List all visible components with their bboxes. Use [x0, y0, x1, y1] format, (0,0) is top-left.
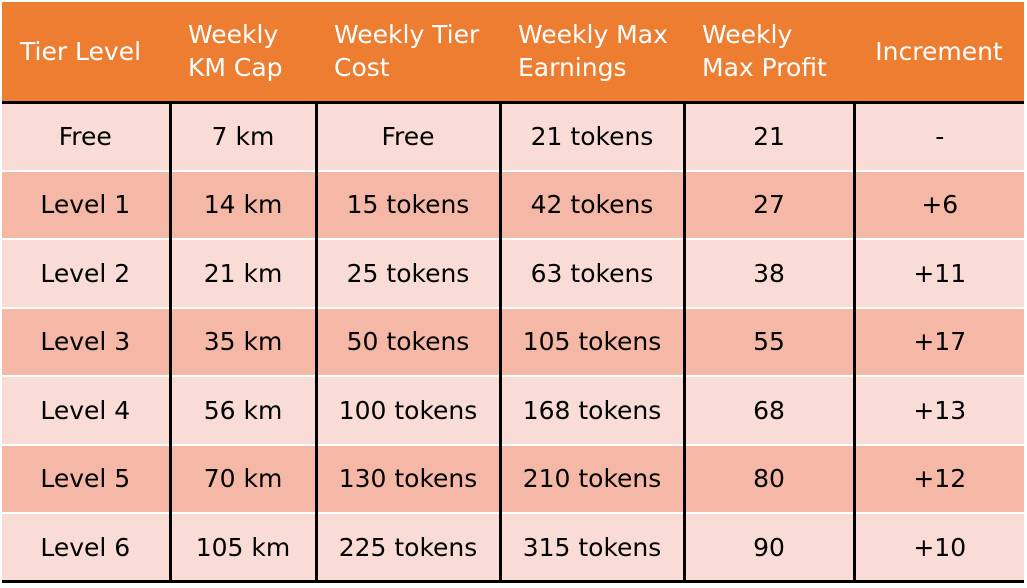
cell-max-earnings: 105 tokens: [500, 307, 686, 377]
cell-tier-cost: 225 tokens: [316, 513, 502, 583]
table-row: Free 7 km Free 21 tokens 21 -: [2, 102, 1024, 172]
cell-tier-cost: Free: [316, 102, 502, 172]
table-row: Level 5 70 km 130 tokens 210 tokens 80 +…: [2, 444, 1024, 514]
cell-km-cap: 35 km: [170, 307, 318, 377]
header-weekly-max-earnings-line-2: Earnings: [518, 53, 627, 83]
header-weekly-tier-cost: Weekly Tier Cost: [316, 2, 500, 104]
cell-increment: +12: [854, 444, 1024, 514]
header-weekly-km-cap-line-1: Weekly: [188, 20, 279, 50]
cell-tier-level: Level 2: [2, 239, 172, 309]
header-weekly-max-profit: Weekly Max Profit: [684, 2, 854, 104]
header-weekly-max-profit-line-2: Max Profit: [702, 53, 827, 83]
cell-tier-cost: 130 tokens: [316, 444, 502, 514]
header-tier-level-line-1: Tier Level: [20, 36, 142, 66]
cell-km-cap: 7 km: [170, 102, 318, 172]
table-header: Tier Level Weekly KM Cap Weekly Tier Cos…: [2, 2, 1024, 104]
cell-tier-level: Level 6: [2, 513, 172, 583]
header-weekly-max-earnings-line-1: Weekly Max: [518, 20, 668, 50]
cell-km-cap: 105 km: [170, 513, 318, 583]
cell-tier-cost: 15 tokens: [316, 170, 502, 240]
cell-increment: +13: [854, 376, 1024, 446]
cell-max-earnings: 315 tokens: [500, 513, 686, 583]
cell-max-profit: 55: [684, 307, 856, 377]
cell-max-profit: 27: [684, 170, 856, 240]
cell-max-profit: 38: [684, 239, 856, 309]
cell-tier-cost: 25 tokens: [316, 239, 502, 309]
cell-km-cap: 70 km: [170, 444, 318, 514]
cell-km-cap: 21 km: [170, 239, 318, 309]
header-weekly-km-cap-line-2: KM Cap: [188, 53, 283, 83]
header-weekly-km-cap: Weekly KM Cap: [170, 2, 316, 104]
cell-increment: +10: [854, 513, 1024, 583]
header-weekly-max-profit-line-1: Weekly: [702, 20, 793, 50]
cell-tier-cost: 100 tokens: [316, 376, 502, 446]
header-row: Tier Level Weekly KM Cap Weekly Tier Cos…: [2, 2, 1024, 104]
header-increment-line-1: Increment: [875, 36, 1003, 66]
table-row: Level 1 14 km 15 tokens 42 tokens 27 +6: [2, 170, 1024, 240]
cell-increment: +6: [854, 170, 1024, 240]
cell-max-earnings: 210 tokens: [500, 444, 686, 514]
header-weekly-tier-cost-line-2: Cost: [334, 53, 390, 83]
header-weekly-max-earnings: Weekly Max Earnings: [500, 2, 684, 104]
table-row: Level 6 105 km 225 tokens 315 tokens 90 …: [2, 513, 1024, 583]
table-row: Level 3 35 km 50 tokens 105 tokens 55 +1…: [2, 307, 1024, 377]
cell-tier-cost: 50 tokens: [316, 307, 502, 377]
cell-increment: +17: [854, 307, 1024, 377]
cell-max-profit: 68: [684, 376, 856, 446]
table-row: Level 4 56 km 100 tokens 168 tokens 68 +…: [2, 376, 1024, 446]
cell-tier-level: Level 5: [2, 444, 172, 514]
cell-max-profit: 80: [684, 444, 856, 514]
cell-km-cap: 56 km: [170, 376, 318, 446]
cell-increment: -: [854, 102, 1024, 172]
header-tier-level: Tier Level: [2, 2, 170, 104]
cell-max-earnings: 42 tokens: [500, 170, 686, 240]
header-weekly-tier-cost-line-1: Weekly Tier: [334, 20, 480, 50]
cell-max-profit: 90: [684, 513, 856, 583]
cell-tier-level: Level 3: [2, 307, 172, 377]
cell-max-profit: 21: [684, 102, 856, 172]
cell-tier-level: Free: [2, 102, 172, 172]
cell-tier-level: Level 1: [2, 170, 172, 240]
table-row: Level 2 21 km 25 tokens 63 tokens 38 +11: [2, 239, 1024, 309]
cell-tier-level: Level 4: [2, 376, 172, 446]
cell-max-earnings: 168 tokens: [500, 376, 686, 446]
cell-max-earnings: 63 tokens: [500, 239, 686, 309]
cell-increment: +11: [854, 239, 1024, 309]
cell-km-cap: 14 km: [170, 170, 318, 240]
cell-max-earnings: 21 tokens: [500, 102, 686, 172]
header-increment: Increment: [854, 2, 1024, 104]
table-body: Free 7 km Free 21 tokens 21 - Level 1 14…: [2, 102, 1024, 583]
